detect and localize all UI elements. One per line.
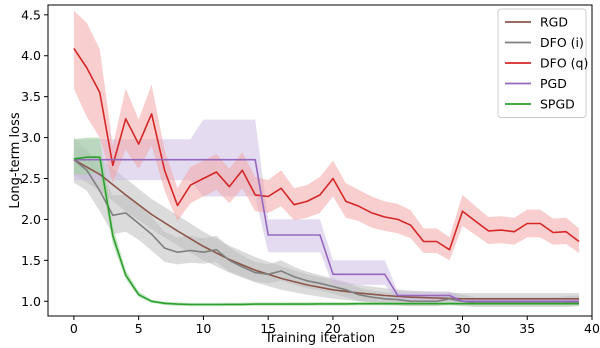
y-tick-label: 2.5 xyxy=(21,171,41,186)
y-tick-label: 4.0 xyxy=(21,48,41,63)
y-tick-label: 3.0 xyxy=(21,130,41,145)
x-axis-label: Training iteration xyxy=(264,331,375,346)
legend-label-rgd: RGD xyxy=(540,15,568,30)
y-tick-label: 2.0 xyxy=(21,212,41,227)
legend: RGD DFO (i) DFO (q) PGD SPGD xyxy=(497,8,588,118)
line-rgd xyxy=(73,159,579,300)
y-axis-ticks: 1.0 1.5 2.0 2.5 3.0 3.5 4.0 4.5 xyxy=(21,7,48,309)
legend-label-pgd: PGD xyxy=(540,76,567,91)
x-tick-label: 25 xyxy=(390,321,406,336)
line-dfo-i xyxy=(73,159,580,304)
x-tick-label: 5 xyxy=(135,321,143,336)
x-tick-label: 35 xyxy=(519,321,535,336)
band-rgd xyxy=(73,145,580,305)
y-axis-label: Long-term loss xyxy=(8,112,23,208)
y-tick-label: 4.5 xyxy=(21,7,41,22)
band-dfo-q xyxy=(73,10,580,261)
legend-label-spgd: SPGD xyxy=(540,97,575,112)
x-tick-label: 0 xyxy=(70,321,78,336)
y-tick-label: 1.5 xyxy=(21,253,41,268)
x-tick-label: 10 xyxy=(195,321,211,336)
series-lines xyxy=(73,47,580,306)
line-spgd xyxy=(73,156,579,306)
line-dfo-q xyxy=(73,47,580,251)
x-tick-label: 20 xyxy=(325,321,341,336)
legend-label-dfo-i: DFO (i) xyxy=(540,35,584,50)
legend-box xyxy=(497,8,587,118)
x-tick-label: 40 xyxy=(584,321,600,336)
confidence-bands xyxy=(73,10,580,307)
x-axis-ticks: 0 5 10 15 20 25 30 35 40 xyxy=(70,316,600,336)
line-pgd xyxy=(73,158,579,303)
y-tick-label: 3.5 xyxy=(21,89,41,104)
legend-label-dfo-q: DFO (q) xyxy=(540,56,588,71)
plot-frame xyxy=(47,4,593,317)
x-tick-label: 30 xyxy=(455,321,471,336)
y-tick-label: 1.0 xyxy=(21,294,41,309)
x-tick-label: 15 xyxy=(260,321,276,336)
